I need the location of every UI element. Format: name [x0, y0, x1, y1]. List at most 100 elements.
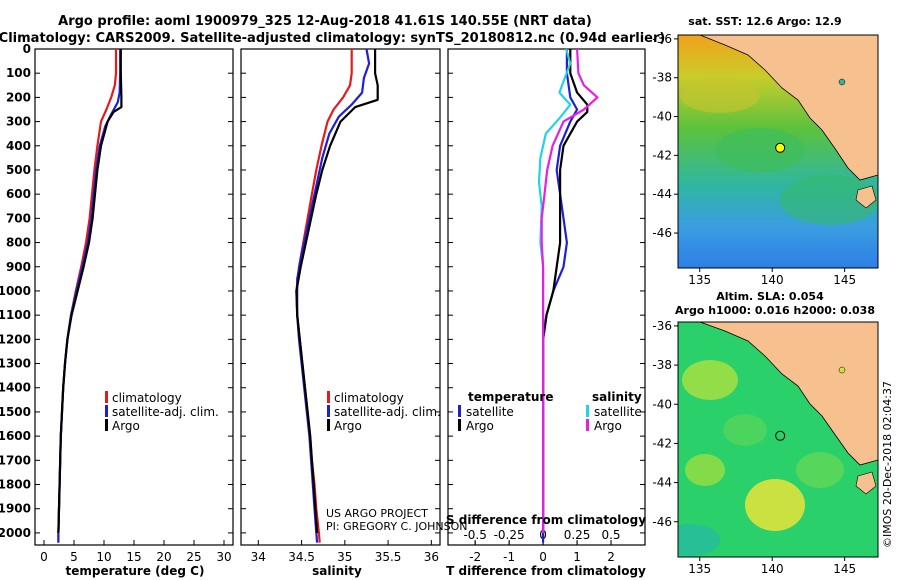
difference-legend-temperature: temperature satellite Argo [458, 390, 553, 433]
sst-map-title: sat. SST: 12.6 Argo: 12.9 [688, 15, 841, 28]
x-top-tick-label: -0.25 [494, 528, 525, 542]
map-y-tick-label: -46 [652, 226, 672, 240]
map-y-tick-label: -38 [652, 71, 672, 85]
temperature-xlabel: temperature (deg C) [66, 564, 205, 578]
x-tick-label: -1 [503, 550, 515, 564]
legend-label-s-satellite: satellite [594, 405, 642, 419]
series-line-salinity-argo [540, 48, 599, 533]
sla-map-frame [677, 321, 879, 558]
x-tick-label: 35.5 [375, 550, 402, 564]
sst-map [678, 35, 878, 268]
map-x-tick-label: 145 [833, 562, 856, 576]
x-tick-label: -2 [469, 550, 481, 564]
sst-patch [715, 128, 805, 172]
x-top-tick-label: 0.25 [564, 528, 591, 542]
x-tick-label: 36 [424, 550, 439, 564]
salinity-legend: climatology satellite-adj. clim. Argo [327, 391, 441, 433]
map-x-tick-label: 140 [761, 273, 784, 287]
temperature-frame [34, 48, 234, 546]
x-tick-label: 10 [96, 550, 111, 564]
legend-label-argo: Argo [112, 419, 140, 433]
legend-swatch-s-argo [586, 419, 589, 431]
y-tick-label: 1000 [0, 284, 31, 298]
salinity-xlabel: salinity [312, 564, 362, 578]
sst-patch [680, 77, 760, 113]
y-tick-label: 500 [6, 163, 31, 177]
x-tick-label: 0 [40, 550, 48, 564]
sst-patch [780, 175, 878, 225]
x-tick-label: 30 [216, 550, 231, 564]
legend-swatch-climatology [327, 391, 330, 403]
pi-label: PI: GREGORY C. JOHNSON [326, 520, 467, 533]
y-tick-label: 1100 [0, 308, 31, 322]
y-tick-label: 0 [23, 42, 31, 56]
s-difference-xlabel: S difference from climatology [446, 513, 646, 527]
difference-frame [447, 48, 646, 546]
sla-blob [723, 414, 767, 446]
legend-label-climatology: climatology [334, 391, 404, 405]
sla-blob [745, 479, 805, 531]
sla-map-title-line2: Argo h1000: 0.016 h2000: 0.038 [675, 304, 875, 317]
legend-label-s-argo: Argo [594, 419, 622, 433]
x-tick-label: 5 [70, 550, 78, 564]
t-difference-xlabel: T difference from climatology [446, 564, 646, 578]
project-label: US ARGO PROJECT [326, 507, 428, 520]
y-tick-label: 1600 [0, 429, 31, 443]
map-y-tick-label: -40 [652, 397, 672, 411]
x-tick-label: 35 [337, 550, 352, 564]
map-y-tick-label: -46 [652, 515, 672, 529]
legend-title-salinity: salinity [592, 390, 642, 404]
y-tick-label: 1400 [0, 381, 31, 395]
y-tick-label: 1900 [0, 502, 31, 516]
map-y-tick-label: -36 [652, 319, 672, 333]
legend-swatch-argo [327, 419, 330, 431]
argo-position-marker [775, 430, 786, 441]
map-y-tick-label: -38 [652, 358, 672, 372]
y-tick-label: 100 [6, 66, 31, 80]
australia-coast [699, 35, 878, 181]
x-tick-label: 20 [156, 550, 171, 564]
legend-label-satellite: satellite-adj. clim. [334, 405, 441, 419]
tasmania-coast [855, 185, 877, 209]
argo-position-marker [775, 142, 786, 153]
series-line-satellite-adj-clim- [296, 48, 371, 543]
x-tick-label: 15 [126, 550, 141, 564]
map-y-tick-label: -40 [652, 110, 672, 124]
x-tick-label: 1 [573, 550, 581, 564]
y-tick-label: 900 [6, 260, 31, 274]
legend-title-temperature: temperature [468, 390, 553, 404]
legend-swatch-satellite [327, 405, 330, 417]
x-tick-label: 2 [607, 550, 615, 564]
legend-swatch-t-satellite [458, 405, 461, 417]
x-top-tick-label: -0.5 [463, 528, 486, 542]
legend-label-satellite: satellite-adj. clim. [112, 405, 219, 419]
map-x-tick-label: 135 [688, 273, 711, 287]
sla-blob [685, 454, 725, 486]
legend-swatch-s-satellite [586, 405, 589, 417]
legend-swatch-climatology [105, 391, 108, 403]
series-line-argo [57, 49, 123, 533]
x-tick-label: 25 [186, 550, 201, 564]
series-line-argo [295, 49, 379, 533]
y-tick-label: 300 [6, 115, 31, 129]
legend-swatch-satellite [105, 405, 108, 417]
salinity-panel: 34 34.5 35 35.5 36 [240, 48, 441, 564]
sst-map-axes: 135 140 145 -36 -38 -40 -42 -44 -46 [652, 32, 856, 287]
sla-map-axes: 135 140 145 -36 -38 -40 -42 -44 -46 [652, 319, 856, 576]
tasmania-coast [855, 471, 877, 495]
gulf-marker [838, 78, 846, 86]
sla-map-title-line1: Altim. SLA: 0.054 [716, 290, 824, 303]
y-tick-label: 1500 [0, 405, 31, 419]
y-tick-label: 200 [6, 90, 31, 104]
map-y-tick-label: -42 [652, 436, 672, 450]
map-y-tick-label: -44 [652, 187, 672, 201]
legend-label-t-argo: Argo [466, 419, 494, 433]
series-line-temperature-satellite [541, 49, 579, 543]
map-x-tick-label: 145 [833, 273, 856, 287]
sla-map [678, 322, 878, 557]
figure-title-line1: Argo profile: aoml 1900979_325 12-Aug-20… [58, 14, 592, 29]
salinity-frame [240, 48, 441, 546]
x-tick-label: 34 [251, 550, 266, 564]
y-tick-label: 600 [6, 187, 31, 201]
